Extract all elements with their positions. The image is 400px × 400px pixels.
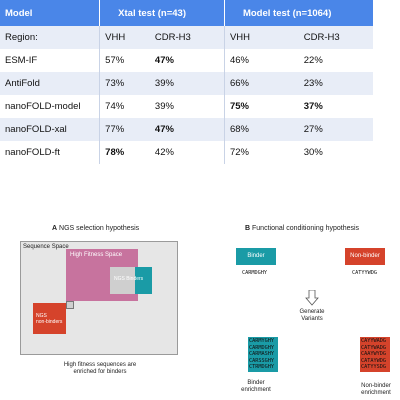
cell-value: 73%	[99, 72, 150, 95]
non-binder-variants-list: CAYYWADG CATYWADG CAAYWYDG CATAYWDG CATY…	[360, 337, 390, 372]
table-header-row: Model Xtal test (n=43) Model test (n=106…	[0, 0, 373, 26]
binder-box: Binder	[236, 248, 276, 265]
cell-value: 22%	[298, 49, 373, 72]
cell-value: 72%	[223, 141, 299, 164]
cell-value: 23%	[298, 72, 373, 95]
table-row: nanoFOLD-ft 78% 42% 72% 30%	[0, 141, 373, 164]
table-row: Region: VHH CDR-H3 VHH CDR-H3	[0, 26, 373, 49]
list-item: CATAYWDG	[361, 357, 386, 364]
cell-value: 30%	[298, 141, 373, 164]
region-label: Region:	[0, 26, 100, 49]
table-row: nanoFOLD-model 74% 39% 75% 37%	[0, 95, 373, 118]
non-binder-box: Non-binder	[345, 248, 385, 265]
model-name: nanoFOLD-ft	[0, 141, 100, 164]
model-name: AntiFold	[0, 72, 100, 95]
panel-a-title: A NGS selection hypothesis	[52, 225, 140, 232]
generate-variants-label: Generate Variants	[299, 309, 325, 322]
cell-value: 47%	[149, 49, 225, 72]
region-cdrh3: CDR-H3	[298, 26, 373, 49]
region-cdrh3: CDR-H3	[149, 26, 225, 49]
panel-a-caption: High fitness sequences are enriched for b…	[63, 362, 137, 375]
non-binder-sequence: CATYYWDG	[352, 270, 377, 276]
model-name: nanoFOLD-model	[0, 95, 100, 118]
non-binder-enrichment-label: Non-binder enrichment	[361, 383, 391, 396]
region-vhh: VHH	[223, 26, 299, 49]
model-name: nanoFOLD-xal	[0, 118, 100, 141]
panel-b-title: B Functional conditioning hypothesis	[245, 225, 360, 232]
list-item: CTRMDGHY	[249, 364, 274, 371]
region-vhh: VHH	[99, 26, 150, 49]
model-name: ESM-IF	[0, 49, 100, 72]
cell-value: 27%	[298, 118, 373, 141]
binder-variants-list: CARMYGHY CARMDGHY CARMASHY CARSSGHY CTRM…	[248, 337, 278, 372]
ngs-non-binders-box	[33, 303, 66, 334]
ngs-binders-label: NGS Binders	[114, 276, 144, 282]
cell-value: 74%	[99, 95, 150, 118]
cell-value: 39%	[149, 72, 225, 95]
cell-value: 47%	[149, 118, 225, 141]
cell-value: 68%	[223, 118, 299, 141]
cell-value: 75%	[223, 95, 299, 118]
list-item: CATYYSDG	[361, 364, 386, 371]
list-item: CAYYWADG	[361, 338, 386, 344]
high-fitness-label: High Fitness Space	[70, 252, 123, 258]
binder-sequence: CARMDGHY	[242, 270, 267, 276]
list-item: CARMYGHY	[249, 338, 274, 344]
ngs-non-binders-label: NGS non-binders	[36, 313, 63, 325]
small-gray-square	[66, 301, 74, 309]
cell-value: 77%	[99, 118, 150, 141]
list-item: CAAYWYDG	[361, 351, 386, 358]
header-model: Model	[0, 0, 100, 26]
table-row: ESM-IF 57% 47% 46% 22%	[0, 49, 373, 72]
results-table: Model Xtal test (n=43) Model test (n=106…	[0, 0, 373, 164]
ngs-binders-overlap	[110, 267, 135, 294]
list-item: CARSSGHY	[249, 357, 274, 364]
binder-enrichment-label: Binder enrichment	[241, 380, 271, 393]
cell-value: 42%	[149, 141, 225, 164]
list-item: CARMDGHY	[249, 344, 274, 351]
cell-value: 39%	[149, 95, 225, 118]
cell-value: 66%	[223, 72, 299, 95]
cell-value: 37%	[298, 95, 373, 118]
header-xtal-test: Xtal test (n=43)	[99, 0, 225, 26]
down-arrow-icon	[305, 290, 319, 306]
list-item: CARMASHY	[249, 351, 274, 358]
table-row: nanoFOLD-xal 77% 47% 68% 27%	[0, 118, 373, 141]
header-model-test: Model test (n=1064)	[223, 0, 373, 26]
list-item: CATYWADG	[361, 344, 386, 351]
cell-value: 57%	[99, 49, 150, 72]
table-row: AntiFold 73% 39% 66% 23%	[0, 72, 373, 95]
cell-value: 46%	[223, 49, 299, 72]
cell-value: 78%	[99, 141, 150, 164]
sequence-space-label: Sequence Space	[23, 244, 69, 250]
